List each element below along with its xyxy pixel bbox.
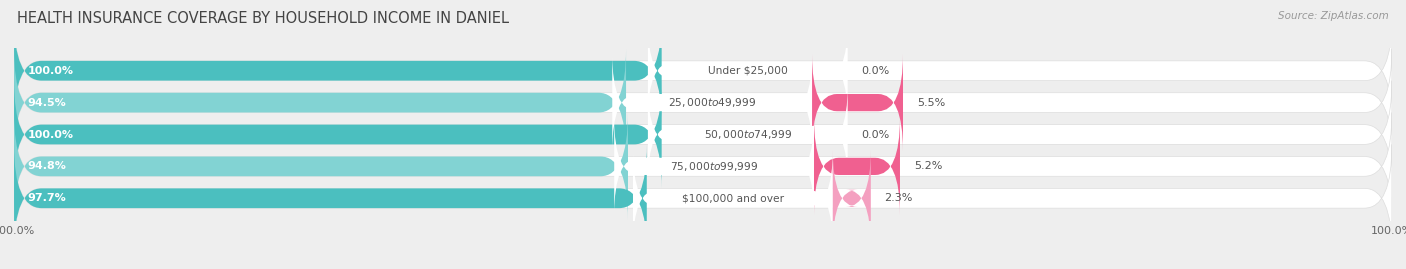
Text: 0.0%: 0.0% (862, 66, 890, 76)
Text: $25,000 to $49,999: $25,000 to $49,999 (668, 96, 756, 109)
FancyBboxPatch shape (813, 54, 903, 151)
FancyBboxPatch shape (14, 112, 628, 220)
FancyBboxPatch shape (614, 118, 814, 215)
Text: 5.2%: 5.2% (914, 161, 942, 171)
Text: 5.5%: 5.5% (917, 98, 945, 108)
FancyBboxPatch shape (14, 144, 1392, 252)
Text: 94.5%: 94.5% (28, 98, 66, 108)
Text: $100,000 and over: $100,000 and over (682, 193, 785, 203)
Text: Source: ZipAtlas.com: Source: ZipAtlas.com (1278, 11, 1389, 21)
FancyBboxPatch shape (14, 17, 1392, 125)
FancyBboxPatch shape (14, 17, 662, 125)
Text: 100.0%: 100.0% (28, 129, 75, 140)
FancyBboxPatch shape (648, 22, 848, 119)
Text: 97.7%: 97.7% (28, 193, 66, 203)
Text: 100.0%: 100.0% (28, 66, 75, 76)
Text: $75,000 to $99,999: $75,000 to $99,999 (669, 160, 758, 173)
FancyBboxPatch shape (648, 86, 848, 183)
Text: 94.8%: 94.8% (28, 161, 66, 171)
Text: Under $25,000: Under $25,000 (707, 66, 787, 76)
Text: 2.3%: 2.3% (884, 193, 912, 203)
FancyBboxPatch shape (14, 49, 1392, 157)
FancyBboxPatch shape (814, 118, 900, 215)
FancyBboxPatch shape (14, 144, 647, 252)
Text: $50,000 to $74,999: $50,000 to $74,999 (703, 128, 792, 141)
FancyBboxPatch shape (14, 81, 662, 188)
FancyBboxPatch shape (14, 49, 626, 157)
FancyBboxPatch shape (633, 150, 832, 247)
FancyBboxPatch shape (612, 54, 813, 151)
FancyBboxPatch shape (14, 112, 1392, 220)
FancyBboxPatch shape (14, 81, 1392, 188)
Text: HEALTH INSURANCE COVERAGE BY HOUSEHOLD INCOME IN DANIEL: HEALTH INSURANCE COVERAGE BY HOUSEHOLD I… (17, 11, 509, 26)
Text: 0.0%: 0.0% (862, 129, 890, 140)
FancyBboxPatch shape (832, 150, 870, 247)
